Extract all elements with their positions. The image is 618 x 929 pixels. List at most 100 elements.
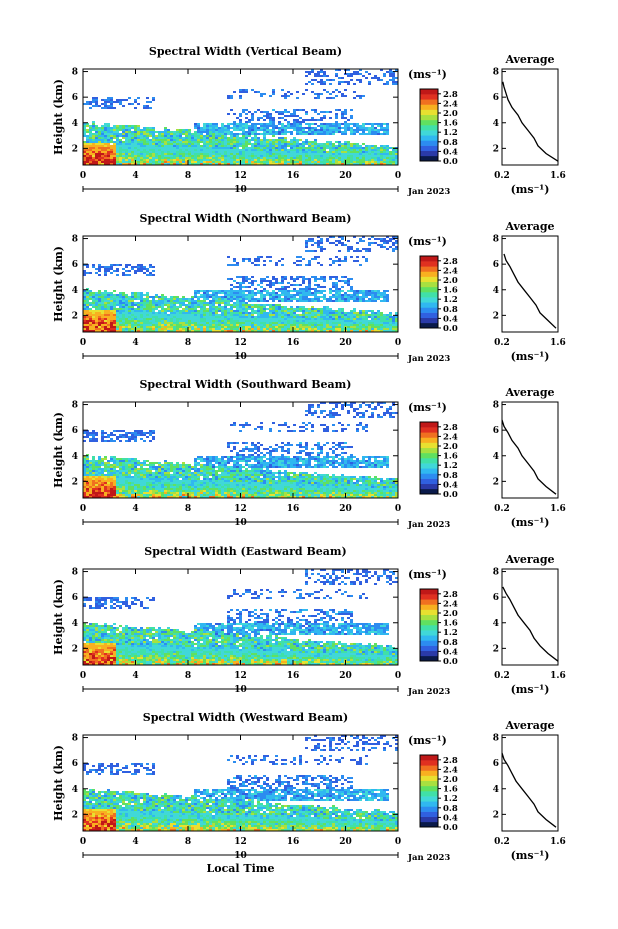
colorbar-swatch	[420, 155, 438, 162]
x-tick-label: 12	[234, 171, 247, 181]
average-y-tick-label: 2	[493, 644, 499, 654]
x-tick-label: 16	[287, 671, 300, 681]
average-profile-line	[501, 752, 557, 828]
y-tick-label: 2	[72, 810, 78, 820]
colorbar-swatch	[420, 806, 438, 812]
chart-panel: Spectral Width (Westward Beam) 2 4 6 8 Height…	[52, 711, 566, 863]
colorbar-tick-label: 0.8	[443, 138, 458, 148]
average-y-tick-label: 8	[493, 235, 499, 245]
average-x-tick-label: 0.2	[494, 837, 510, 847]
x-tick-label: 8	[185, 171, 191, 181]
colorbar-swatch	[420, 442, 438, 449]
colorbar-swatch	[420, 99, 438, 105]
y-axis-label: Height (km)	[52, 579, 65, 655]
colorbar-tick-label: 2.8	[443, 756, 458, 766]
colorbar-swatch	[420, 452, 438, 459]
colorbar-swatch	[420, 427, 438, 433]
colorbar-tick-label: 2.4	[443, 432, 458, 442]
x-tick-label: 0	[80, 338, 86, 348]
y-tick-label: 8	[72, 568, 78, 578]
colorbar-swatch	[420, 640, 438, 646]
colorbar-tick-label: 2.0	[443, 775, 458, 785]
average-unit-label: (ms⁻¹)	[511, 183, 550, 196]
colorbar-unit-label: (ms⁻¹)	[408, 734, 447, 747]
colorbar-tick-label: 1.6	[443, 452, 458, 462]
x-tick-label: 20	[339, 504, 352, 514]
average-x-tick-label: 1.6	[550, 171, 566, 181]
colorbar-swatch	[420, 302, 438, 308]
colorbar-tick-label: 2.4	[443, 765, 458, 775]
colorbar-swatch	[420, 432, 438, 438]
average-y-tick-label: 8	[493, 68, 499, 78]
colorbar-swatch	[420, 473, 438, 479]
colorbar-tick-label: 2.0	[443, 442, 458, 452]
colorbar-swatch	[420, 140, 438, 146]
colorbar-tick-label: 1.6	[443, 785, 458, 795]
colorbar-swatch	[420, 422, 438, 428]
colorbar-tick-label: 1.2	[443, 628, 458, 638]
x-tick-label: 0	[395, 171, 401, 181]
x-tick-label: 0	[395, 837, 401, 847]
colorbar-swatch	[420, 604, 438, 610]
colorbar-swatch	[420, 150, 438, 157]
y-axis-label: Height (km)	[52, 246, 65, 322]
y-tick-label: 4	[72, 119, 78, 129]
average-x-tick-label: 1.6	[550, 338, 566, 348]
average-frame	[501, 568, 559, 666]
colorbar-tick-label: 1.2	[443, 128, 458, 138]
colorbar-tick-label: 1.6	[443, 119, 458, 129]
average-title: Average	[504, 719, 554, 732]
month-year-label: Jan 2023	[407, 520, 450, 530]
colorbar-tick-label: 2.8	[443, 90, 458, 100]
y-tick-label: 8	[72, 235, 78, 245]
x-tick-label: 4	[132, 671, 138, 681]
colorbar-tick-label: 2.4	[443, 99, 458, 109]
colorbar-swatch	[420, 256, 438, 262]
x-tick-label: 0	[395, 671, 401, 681]
y-tick-label: 6	[72, 260, 78, 270]
colorbar-tick-label: 0.8	[443, 471, 458, 481]
average-y-tick-label: 2	[493, 311, 499, 321]
colorbar-swatch	[420, 594, 438, 600]
colorbar-swatch	[420, 488, 438, 495]
y-axis-label: Height (km)	[52, 412, 65, 488]
colorbar-tick-label: 2.8	[443, 423, 458, 433]
colorbar-swatch	[420, 322, 438, 329]
colorbar-swatch	[420, 599, 438, 605]
colorbar-unit-label: (ms⁻¹)	[408, 235, 447, 248]
colorbar-swatch	[420, 317, 438, 324]
average-unit-label: (ms⁻¹)	[511, 683, 550, 696]
average-y-tick-label: 8	[493, 401, 499, 411]
x-tick-label: 12	[234, 837, 247, 847]
colorbar-swatch	[420, 609, 438, 616]
colorbar-swatch	[420, 468, 438, 474]
average-y-tick-label: 2	[493, 477, 499, 487]
colorbar-swatch	[420, 286, 438, 293]
chart-title: Spectral Width (Vertical Beam)	[149, 45, 342, 58]
average-y-tick-label: 6	[493, 593, 499, 603]
colorbar-swatch	[420, 130, 438, 136]
colorbar-tick-label: 2.0	[443, 109, 458, 119]
colorbar-swatch	[420, 650, 438, 657]
colorbar-swatch	[420, 760, 438, 766]
colorbar-swatch	[420, 463, 438, 469]
average-title: Average	[504, 220, 554, 233]
colorbar-swatch	[420, 478, 438, 485]
colorbar-swatch	[420, 145, 438, 152]
colorbar-swatch	[420, 89, 438, 95]
x-tick-label: 0	[80, 504, 86, 514]
colorbar-swatch	[420, 655, 438, 662]
average-y-tick-label: 4	[493, 619, 499, 629]
average-y-tick-label: 4	[493, 785, 499, 795]
x-tick-label: 16	[287, 338, 300, 348]
colorbar-tick-label: 0.0	[443, 823, 458, 833]
colorbar-tick-label: 0.4	[443, 813, 458, 823]
x-tick-label: 12	[234, 671, 247, 681]
y-tick-label: 2	[72, 477, 78, 487]
month-year-label: Jan 2023	[407, 687, 450, 697]
colorbar-unit-label: (ms⁻¹)	[408, 401, 447, 414]
average-profile-line	[503, 253, 557, 329]
x-tick-label: 0	[80, 171, 86, 181]
date-tick-label: 10	[234, 185, 247, 195]
colorbar-tick-label: 1.6	[443, 619, 458, 629]
